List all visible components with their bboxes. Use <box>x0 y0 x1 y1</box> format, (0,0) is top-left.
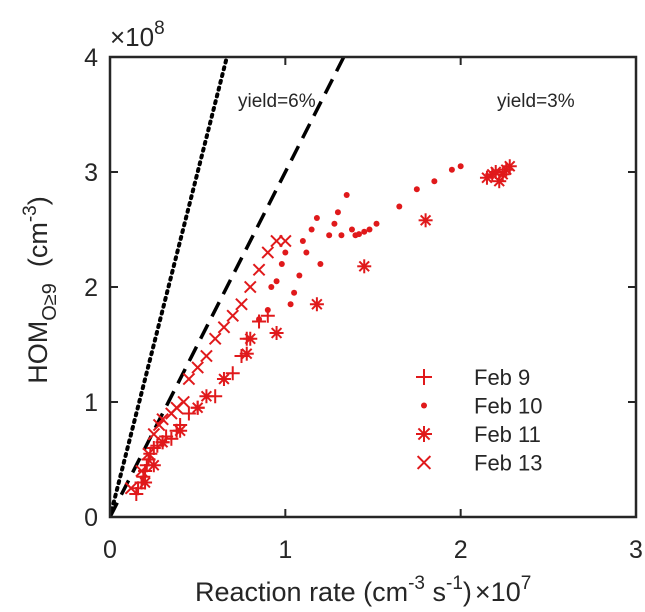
y-axis-label: HOMO≥9(cm-3) <box>20 196 61 384</box>
data-point <box>431 178 438 185</box>
legend: Feb 9 Feb 10 Feb 11 Feb 13 <box>416 365 543 476</box>
data-point <box>226 309 240 323</box>
data-point <box>142 447 155 461</box>
legend-marker <box>416 369 432 385</box>
data-point <box>268 284 275 290</box>
y-tick-label: 2 <box>84 274 98 302</box>
data-point <box>199 389 214 404</box>
data-point <box>278 261 285 267</box>
data-point <box>291 289 298 296</box>
data-point <box>355 231 362 238</box>
legend-marker <box>416 455 432 470</box>
data-point <box>135 464 148 478</box>
data-point <box>235 297 248 311</box>
data-point <box>156 412 169 426</box>
data-point <box>131 481 146 496</box>
data-point <box>334 209 341 216</box>
data-point <box>146 458 161 473</box>
data-point <box>396 203 403 210</box>
data-point <box>181 406 196 421</box>
data-point <box>273 278 280 285</box>
data-point <box>296 272 303 279</box>
data-point <box>143 446 158 461</box>
yield-3-label: yield=3% <box>497 91 575 112</box>
x-tick-label: 3 <box>629 536 643 564</box>
legend-marker <box>416 426 432 442</box>
x-axis-ticks: 0 1 2 3 <box>103 57 643 564</box>
data-point <box>190 400 205 415</box>
data-point <box>152 418 166 432</box>
data-point <box>317 261 324 267</box>
legend-label: Feb 9 <box>474 365 530 390</box>
reference-lines <box>110 57 346 517</box>
y-tick-label: 0 <box>84 504 98 532</box>
x-tick-label: 2 <box>454 536 468 564</box>
data-point <box>173 423 188 438</box>
y-axis-ticks: 0 1 2 3 4 <box>84 44 636 532</box>
x-tick-label: 1 <box>278 536 292 564</box>
data-point <box>208 332 222 346</box>
data-point <box>216 372 231 386</box>
data-point <box>243 280 257 294</box>
data-point <box>313 215 320 221</box>
data-point <box>366 226 373 233</box>
data-point <box>361 228 368 235</box>
data-point <box>200 349 213 363</box>
y-tick-label: 1 <box>84 389 98 417</box>
reference-line-dotted <box>110 57 229 517</box>
data-point <box>124 481 138 495</box>
x-tick-label: 0 <box>103 536 117 564</box>
y-tick-label: 4 <box>84 44 98 72</box>
data-point <box>343 192 350 198</box>
y-tick-label: 3 <box>84 159 98 187</box>
data-point <box>182 372 196 386</box>
data-point <box>299 238 306 244</box>
reference-line-dashed <box>110 57 346 517</box>
data-point <box>269 326 284 340</box>
data-point <box>264 307 271 313</box>
data-point <box>413 186 420 193</box>
data-point <box>448 166 455 173</box>
x-axis-label: Reaction rate (cm-3 s-1) ×107 <box>195 573 531 607</box>
data-point <box>282 249 289 256</box>
data-point <box>279 234 292 248</box>
data-point <box>308 226 315 233</box>
data-points <box>124 159 517 501</box>
data-point <box>239 346 254 361</box>
yield-6-label: yield=6% <box>238 91 316 112</box>
data-point <box>303 249 310 256</box>
data-point <box>338 232 345 239</box>
data-point <box>217 320 231 334</box>
data-point <box>373 220 380 227</box>
data-point <box>457 163 464 170</box>
data-point <box>252 263 266 277</box>
data-point <box>256 316 263 323</box>
data-point <box>191 361 204 374</box>
data-point <box>147 427 161 441</box>
legend-marker <box>421 402 427 409</box>
data-point <box>177 395 190 409</box>
data-point <box>348 226 355 233</box>
data-point <box>138 475 153 490</box>
data-point <box>261 246 275 259</box>
data-point <box>225 366 240 381</box>
data-point <box>418 213 433 228</box>
data-point <box>357 259 372 274</box>
legend-label: Feb 10 <box>474 394 543 419</box>
data-point <box>309 297 324 312</box>
data-point <box>331 220 338 227</box>
legend-label: Feb 13 <box>474 451 543 476</box>
data-point <box>243 331 258 346</box>
y-multiplier: ×108 <box>110 18 165 52</box>
data-point <box>502 159 517 174</box>
data-point <box>155 435 170 450</box>
data-point <box>287 301 294 308</box>
plot-frame <box>108 55 638 519</box>
data-point <box>326 232 333 239</box>
legend-label: Feb 11 <box>474 422 541 447</box>
